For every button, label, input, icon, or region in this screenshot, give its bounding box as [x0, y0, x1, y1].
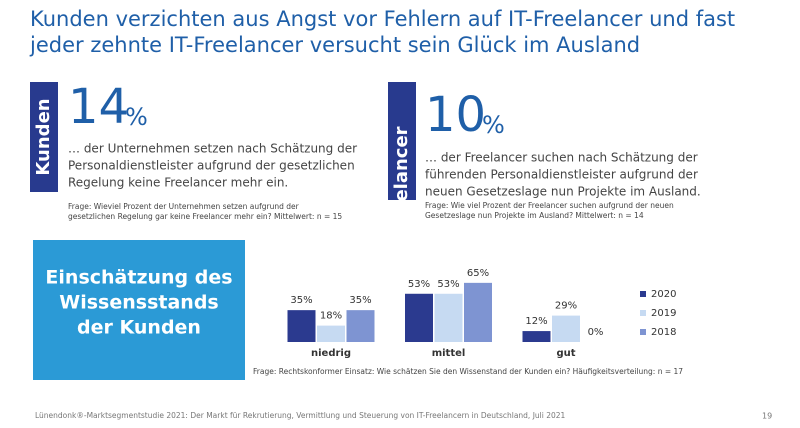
- block-question: Frage: Wie viel Prozent der Freelancer s…: [425, 201, 674, 210]
- value-label: 65%: [467, 268, 489, 279]
- bar: [405, 293, 433, 342]
- big-number: 14: [68, 79, 129, 135]
- block-question: Gesetzeslage nun Projekte im Ausland? Mi…: [425, 211, 644, 220]
- bar: [287, 310, 316, 342]
- value-label: 35%: [349, 295, 371, 306]
- value-label: 53%: [437, 279, 459, 290]
- chart-note: Frage: Rechtskonformer Einsatz: Wie schä…: [253, 367, 683, 376]
- block-text: … der Unternehmen setzen nach Schätzung …: [68, 142, 357, 156]
- slide-title: Kunden verzichten aus Angst vor Fehlern …: [30, 7, 735, 31]
- block-question: Frage: Wieviel Prozent der Unternehmen s…: [68, 202, 300, 211]
- bar: [522, 331, 551, 342]
- category-label: niedrig: [311, 348, 351, 359]
- big-number-unit: %: [482, 111, 505, 139]
- category-label: mittel: [432, 348, 466, 359]
- value-label: 0%: [588, 327, 604, 338]
- block-question: gesetzlichen Regelung gar keine Freelanc…: [68, 212, 342, 221]
- value-label: 18%: [320, 311, 342, 322]
- label-box: [30, 82, 58, 192]
- legend-label: 2018: [651, 327, 676, 338]
- block-label: IT-Freelancer: [391, 126, 412, 257]
- value-label: 35%: [290, 295, 312, 306]
- block-label: Kunden: [33, 98, 54, 175]
- legend-label: 2020: [651, 289, 676, 300]
- bar: [552, 315, 580, 342]
- block-text: Regelung keine Freelancer mehr ein.: [68, 176, 288, 190]
- big-number: 10: [425, 87, 486, 143]
- bar: [464, 282, 492, 342]
- panel-title: der Kunden: [77, 317, 201, 339]
- block-text: führenden Personaldienstleister aufgrund…: [425, 168, 698, 182]
- big-number-unit: %: [125, 103, 148, 131]
- block-text: … der Freelancer suchen nach Schätzung d…: [425, 151, 698, 165]
- bar: [317, 325, 345, 342]
- panel-box: [33, 240, 245, 380]
- bar: [434, 293, 463, 342]
- panel-title: Einschätzung des: [45, 267, 232, 289]
- label-box: [388, 82, 416, 200]
- value-label: 29%: [555, 301, 577, 312]
- legend-swatch: [640, 291, 646, 297]
- block-text: neuen Gesetzeslage nun Projekte im Ausla…: [425, 185, 701, 199]
- block-text: Personaldienstleister aufgrund der geset…: [68, 159, 355, 173]
- legend-swatch: [640, 329, 646, 335]
- legend-swatch: [640, 310, 646, 316]
- panel-title: Wissensstands: [59, 292, 218, 314]
- value-label: 12%: [525, 316, 547, 327]
- category-label: gut: [556, 348, 575, 359]
- value-label: 53%: [408, 279, 430, 290]
- bar: [346, 310, 375, 342]
- slide-title: jeder zehnte IT-Freelancer versucht sein…: [29, 33, 640, 57]
- legend-label: 2019: [651, 308, 676, 319]
- footer-source: Lünendonk®-Marktsegmentstudie 2021: Der …: [35, 411, 566, 420]
- page-number: 19: [762, 412, 772, 421]
